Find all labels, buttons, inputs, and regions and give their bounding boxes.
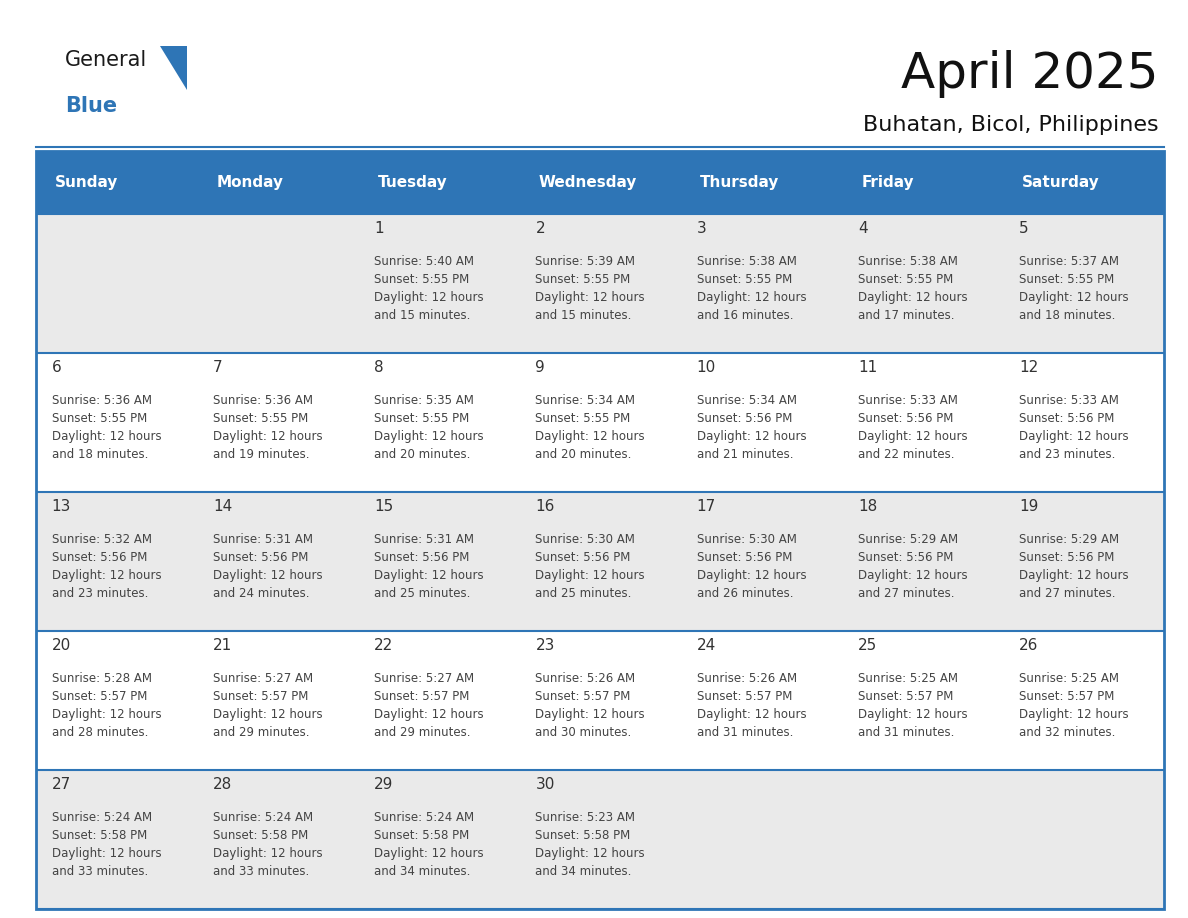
Text: 1: 1 [374, 221, 384, 236]
Text: Sunrise: 5:26 AM
Sunset: 5:57 PM
Daylight: 12 hours
and 30 minutes.: Sunrise: 5:26 AM Sunset: 5:57 PM Dayligh… [536, 672, 645, 739]
Text: 25: 25 [858, 638, 877, 654]
Text: Sunrise: 5:31 AM
Sunset: 5:56 PM
Daylight: 12 hours
and 25 minutes.: Sunrise: 5:31 AM Sunset: 5:56 PM Dayligh… [374, 533, 484, 600]
Text: 10: 10 [696, 360, 716, 375]
Text: 22: 22 [374, 638, 393, 654]
Text: 8: 8 [374, 360, 384, 375]
Text: 6: 6 [52, 360, 62, 375]
Text: 9: 9 [536, 360, 545, 375]
Text: 26: 26 [1019, 638, 1038, 654]
Text: 30: 30 [536, 778, 555, 792]
Text: Sunrise: 5:36 AM
Sunset: 5:55 PM
Daylight: 12 hours
and 19 minutes.: Sunrise: 5:36 AM Sunset: 5:55 PM Dayligh… [213, 394, 323, 461]
Text: Sunrise: 5:40 AM
Sunset: 5:55 PM
Daylight: 12 hours
and 15 minutes.: Sunrise: 5:40 AM Sunset: 5:55 PM Dayligh… [374, 255, 484, 322]
Text: Sunrise: 5:32 AM
Sunset: 5:56 PM
Daylight: 12 hours
and 23 minutes.: Sunrise: 5:32 AM Sunset: 5:56 PM Dayligh… [52, 533, 162, 600]
Text: Tuesday: Tuesday [378, 175, 447, 190]
Text: Sunrise: 5:27 AM
Sunset: 5:57 PM
Daylight: 12 hours
and 29 minutes.: Sunrise: 5:27 AM Sunset: 5:57 PM Dayligh… [374, 672, 484, 739]
Text: Monday: Monday [216, 175, 283, 190]
Text: 27: 27 [52, 778, 71, 792]
Text: 5: 5 [1019, 221, 1029, 236]
Text: 23: 23 [536, 638, 555, 654]
Text: 18: 18 [858, 499, 877, 514]
Text: 16: 16 [536, 499, 555, 514]
Text: Sunrise: 5:38 AM
Sunset: 5:55 PM
Daylight: 12 hours
and 17 minutes.: Sunrise: 5:38 AM Sunset: 5:55 PM Dayligh… [858, 255, 967, 322]
Text: 4: 4 [858, 221, 867, 236]
Text: Sunrise: 5:30 AM
Sunset: 5:56 PM
Daylight: 12 hours
and 26 minutes.: Sunrise: 5:30 AM Sunset: 5:56 PM Dayligh… [696, 533, 807, 600]
Text: Sunrise: 5:38 AM
Sunset: 5:55 PM
Daylight: 12 hours
and 16 minutes.: Sunrise: 5:38 AM Sunset: 5:55 PM Dayligh… [696, 255, 807, 322]
Text: Wednesday: Wednesday [538, 175, 637, 190]
Text: Sunrise: 5:34 AM
Sunset: 5:56 PM
Daylight: 12 hours
and 21 minutes.: Sunrise: 5:34 AM Sunset: 5:56 PM Dayligh… [696, 394, 807, 461]
Text: Sunrise: 5:27 AM
Sunset: 5:57 PM
Daylight: 12 hours
and 29 minutes.: Sunrise: 5:27 AM Sunset: 5:57 PM Dayligh… [213, 672, 323, 739]
Text: 7: 7 [213, 360, 222, 375]
Text: 17: 17 [696, 499, 716, 514]
Text: Sunrise: 5:26 AM
Sunset: 5:57 PM
Daylight: 12 hours
and 31 minutes.: Sunrise: 5:26 AM Sunset: 5:57 PM Dayligh… [696, 672, 807, 739]
Text: April 2025: April 2025 [901, 50, 1158, 98]
Text: Sunrise: 5:31 AM
Sunset: 5:56 PM
Daylight: 12 hours
and 24 minutes.: Sunrise: 5:31 AM Sunset: 5:56 PM Dayligh… [213, 533, 323, 600]
Text: Sunrise: 5:33 AM
Sunset: 5:56 PM
Daylight: 12 hours
and 22 minutes.: Sunrise: 5:33 AM Sunset: 5:56 PM Dayligh… [858, 394, 967, 461]
Text: Blue: Blue [65, 96, 118, 117]
Text: 12: 12 [1019, 360, 1038, 375]
Text: Sunrise: 5:37 AM
Sunset: 5:55 PM
Daylight: 12 hours
and 18 minutes.: Sunrise: 5:37 AM Sunset: 5:55 PM Dayligh… [1019, 255, 1129, 322]
Text: 28: 28 [213, 778, 232, 792]
Text: 20: 20 [52, 638, 71, 654]
Bar [36, 492, 1164, 631]
Text: Saturday: Saturday [1023, 175, 1100, 190]
Text: Sunrise: 5:35 AM
Sunset: 5:55 PM
Daylight: 12 hours
and 20 minutes.: Sunrise: 5:35 AM Sunset: 5:55 PM Dayligh… [374, 394, 484, 461]
Text: 13: 13 [52, 499, 71, 514]
Text: 11: 11 [858, 360, 877, 375]
Text: Sunrise: 5:24 AM
Sunset: 5:58 PM
Daylight: 12 hours
and 33 minutes.: Sunrise: 5:24 AM Sunset: 5:58 PM Dayligh… [213, 812, 323, 879]
Text: Friday: Friday [861, 175, 914, 190]
Text: Sunrise: 5:23 AM
Sunset: 5:58 PM
Daylight: 12 hours
and 34 minutes.: Sunrise: 5:23 AM Sunset: 5:58 PM Dayligh… [536, 812, 645, 879]
Text: 14: 14 [213, 499, 232, 514]
Text: Sunrise: 5:24 AM
Sunset: 5:58 PM
Daylight: 12 hours
and 34 minutes.: Sunrise: 5:24 AM Sunset: 5:58 PM Dayligh… [374, 812, 484, 879]
Bar [36, 631, 1164, 770]
Text: 3: 3 [696, 221, 707, 236]
Text: Sunrise: 5:24 AM
Sunset: 5:58 PM
Daylight: 12 hours
and 33 minutes.: Sunrise: 5:24 AM Sunset: 5:58 PM Dayligh… [52, 812, 162, 879]
Text: Sunrise: 5:39 AM
Sunset: 5:55 PM
Daylight: 12 hours
and 15 minutes.: Sunrise: 5:39 AM Sunset: 5:55 PM Dayligh… [536, 255, 645, 322]
Text: Sunrise: 5:25 AM
Sunset: 5:57 PM
Daylight: 12 hours
and 32 minutes.: Sunrise: 5:25 AM Sunset: 5:57 PM Dayligh… [1019, 672, 1129, 739]
Text: 29: 29 [374, 778, 393, 792]
Text: 21: 21 [213, 638, 232, 654]
Text: 15: 15 [374, 499, 393, 514]
Bar [36, 151, 1164, 214]
Text: 19: 19 [1019, 499, 1038, 514]
Text: Sunrise: 5:25 AM
Sunset: 5:57 PM
Daylight: 12 hours
and 31 minutes.: Sunrise: 5:25 AM Sunset: 5:57 PM Dayligh… [858, 672, 967, 739]
Text: Sunrise: 5:36 AM
Sunset: 5:55 PM
Daylight: 12 hours
and 18 minutes.: Sunrise: 5:36 AM Sunset: 5:55 PM Dayligh… [52, 394, 162, 461]
Text: Thursday: Thursday [700, 175, 779, 190]
Text: Sunday: Sunday [55, 175, 119, 190]
Bar [36, 353, 1164, 492]
Text: Buhatan, Bicol, Philippines: Buhatan, Bicol, Philippines [862, 115, 1158, 135]
Text: Sunrise: 5:33 AM
Sunset: 5:56 PM
Daylight: 12 hours
and 23 minutes.: Sunrise: 5:33 AM Sunset: 5:56 PM Dayligh… [1019, 394, 1129, 461]
Bar [36, 214, 1164, 353]
Text: Sunrise: 5:28 AM
Sunset: 5:57 PM
Daylight: 12 hours
and 28 minutes.: Sunrise: 5:28 AM Sunset: 5:57 PM Dayligh… [52, 672, 162, 739]
Text: Sunrise: 5:29 AM
Sunset: 5:56 PM
Daylight: 12 hours
and 27 minutes.: Sunrise: 5:29 AM Sunset: 5:56 PM Dayligh… [858, 533, 967, 600]
Text: 24: 24 [696, 638, 716, 654]
Text: General: General [65, 50, 147, 71]
Text: Sunrise: 5:34 AM
Sunset: 5:55 PM
Daylight: 12 hours
and 20 minutes.: Sunrise: 5:34 AM Sunset: 5:55 PM Dayligh… [536, 394, 645, 461]
Bar [36, 770, 1164, 909]
Text: Sunrise: 5:29 AM
Sunset: 5:56 PM
Daylight: 12 hours
and 27 minutes.: Sunrise: 5:29 AM Sunset: 5:56 PM Dayligh… [1019, 533, 1129, 600]
Text: 2: 2 [536, 221, 545, 236]
Text: Sunrise: 5:30 AM
Sunset: 5:56 PM
Daylight: 12 hours
and 25 minutes.: Sunrise: 5:30 AM Sunset: 5:56 PM Dayligh… [536, 533, 645, 600]
